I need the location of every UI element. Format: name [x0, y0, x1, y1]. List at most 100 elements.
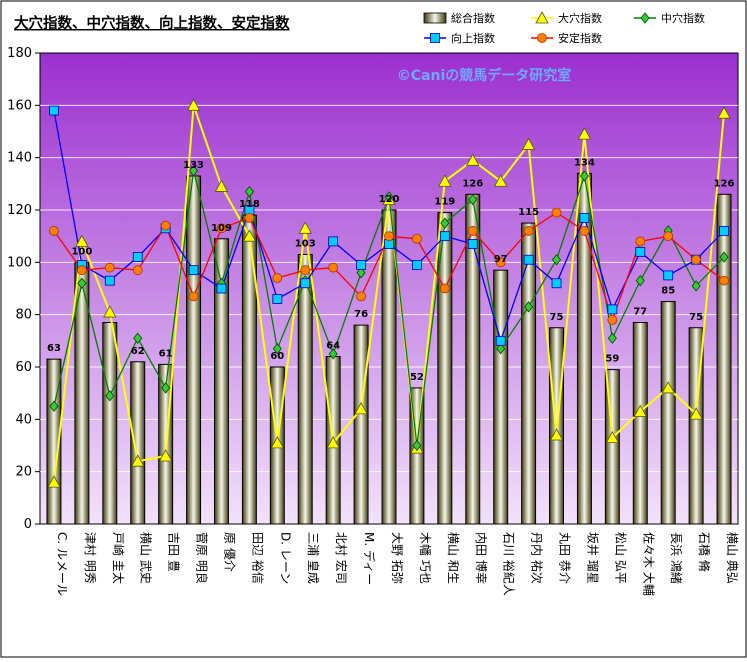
legend-swatch-marker [430, 33, 440, 43]
line-chuuana-point [105, 390, 115, 402]
line-koujou-point [188, 265, 199, 276]
x-tick-label: 丸田 恭介 [558, 532, 572, 584]
legend-entry-label: 向上指数 [451, 31, 495, 45]
legend-swatch-marker [640, 12, 650, 24]
bar-value-label: 52 [410, 372, 424, 383]
line-antei-point [216, 223, 227, 234]
bar-value-label: 62 [131, 346, 145, 357]
line-koujou-point [607, 304, 618, 315]
x-tick-label-group: 木幡 巧也 [418, 532, 433, 584]
line-daiana-point [633, 404, 647, 417]
bar-value-label: 126 [714, 178, 735, 189]
line-daiana-point [103, 305, 117, 318]
x-tick-label-group: 原 優介 [222, 532, 236, 572]
x-tick-label-group: C. ルメール [55, 532, 69, 596]
x-tick-label: 丹内 祐次 [530, 532, 544, 584]
x-tick-label-group: 長浜 鴻緒 [669, 532, 684, 584]
x-tick-label-group: 三浦 皇成 [306, 532, 320, 584]
line-chuuana-point [468, 193, 478, 206]
x-tick-label-group: M. ディー [362, 532, 377, 585]
bar-sougou [130, 361, 146, 525]
x-tick-label-group: 田辺 裕信 [250, 532, 265, 584]
x-tick-label: 田辺 裕信 [250, 532, 265, 584]
line-koujou-point [300, 278, 311, 289]
x-tick-label-group: 横山 典弘 [725, 532, 739, 584]
line-daiana-point [186, 98, 201, 111]
line-antei-point [76, 265, 87, 276]
line-chuuana-point [77, 277, 87, 289]
x-tick-label-group: 横山 和生 [446, 532, 460, 584]
y-tick-label: 40 [15, 412, 32, 427]
line-chuuana-point [412, 439, 422, 452]
x-tick-label-group: 内田 博幸 [474, 532, 489, 584]
line-koujou-point [551, 278, 562, 289]
line-daiana-point [47, 475, 61, 488]
line-koujou-point [439, 231, 450, 242]
watermark-text: ©Caniの競馬データ研究室 [397, 67, 572, 84]
legend-entry-label: 安定指数 [558, 31, 602, 45]
bar-value-label: 126 [462, 178, 483, 189]
line-daiana-point [689, 407, 703, 420]
line-koujou-point [495, 335, 506, 346]
line-koujou-point [663, 270, 674, 281]
line-chuuana-point [440, 217, 450, 229]
bar-sougou [241, 214, 257, 525]
line-daiana-point [326, 436, 340, 449]
line-chuuana-point [133, 332, 143, 344]
bar-value-label: 61 [159, 348, 173, 359]
x-tick-label: 松山 弘平 [613, 532, 627, 584]
legend-entry-label: 中穴指数 [661, 11, 705, 25]
x-tick-label: 原 優介 [222, 532, 236, 572]
line-antei-point [607, 314, 618, 325]
bar-value-label: 103 [295, 238, 316, 249]
line-koujou-point [104, 275, 115, 286]
bar-sougou [660, 301, 676, 525]
line-antei-point [579, 226, 590, 236]
x-tick-label: C. ルメール [55, 532, 69, 596]
legend-swatch-marker [535, 11, 549, 24]
line-antei-point [663, 231, 674, 242]
x-tick-label: 佐々木 大輔 [641, 532, 655, 596]
line-koujou-point [272, 294, 283, 304]
x-tick-label-group: D. レーン [278, 532, 292, 584]
bar-value-label: 75 [689, 312, 703, 323]
bar-sougou [381, 209, 397, 525]
line-chuuana-point [635, 275, 645, 287]
line-daiana-point [521, 137, 536, 150]
x-tick-label-group: 北村 宏司 [334, 532, 349, 584]
x-tick-label-group: 石橋 脩 [697, 532, 711, 572]
x-tick-label: 大野 拓弥 [390, 532, 405, 584]
bar-value-label: 60 [270, 351, 284, 362]
x-tick-label-group: 丸田 恭介 [558, 532, 572, 584]
x-tick-label: 石橋 脩 [697, 532, 711, 572]
bar-value-label: 120 [379, 194, 400, 205]
line-chuuana-point [328, 348, 338, 360]
x-tick-label-group: 戸崎 圭太 [111, 532, 126, 584]
line-daiana-point [354, 402, 368, 415]
bar-sougou [521, 222, 537, 525]
line-chuuana-point [719, 251, 729, 263]
line-daiana-point [577, 127, 592, 140]
line-antei-point [49, 226, 59, 236]
x-tick-label: 石川 裕紀人 [502, 532, 517, 596]
legend-entry-label: 総合指数 [451, 11, 495, 25]
bar-value-label: 115 [518, 207, 539, 218]
y-tick-label: 60 [15, 360, 32, 375]
line-daiana-point [717, 106, 731, 119]
line-koujou-point [132, 252, 143, 263]
line-chuuana-point [272, 343, 282, 355]
line-daiana-point [466, 153, 480, 166]
y-tick-label: 20 [15, 465, 32, 480]
line-chuuana-point [579, 170, 589, 182]
x-tick-label-group: 松山 弘平 [613, 532, 627, 584]
bar-value-label: 100 [71, 246, 92, 257]
line-daiana-point [75, 234, 89, 247]
line-antei-point [384, 231, 394, 242]
x-tick-label: 菅原 明良 [195, 532, 210, 584]
line-chuuana-point [244, 186, 254, 198]
bar-sougou [186, 175, 202, 525]
line-antei-point [551, 207, 562, 218]
x-tick-label: D. レーン [278, 532, 292, 584]
line-koujou-point [412, 260, 422, 270]
line-antei-point [719, 275, 729, 286]
